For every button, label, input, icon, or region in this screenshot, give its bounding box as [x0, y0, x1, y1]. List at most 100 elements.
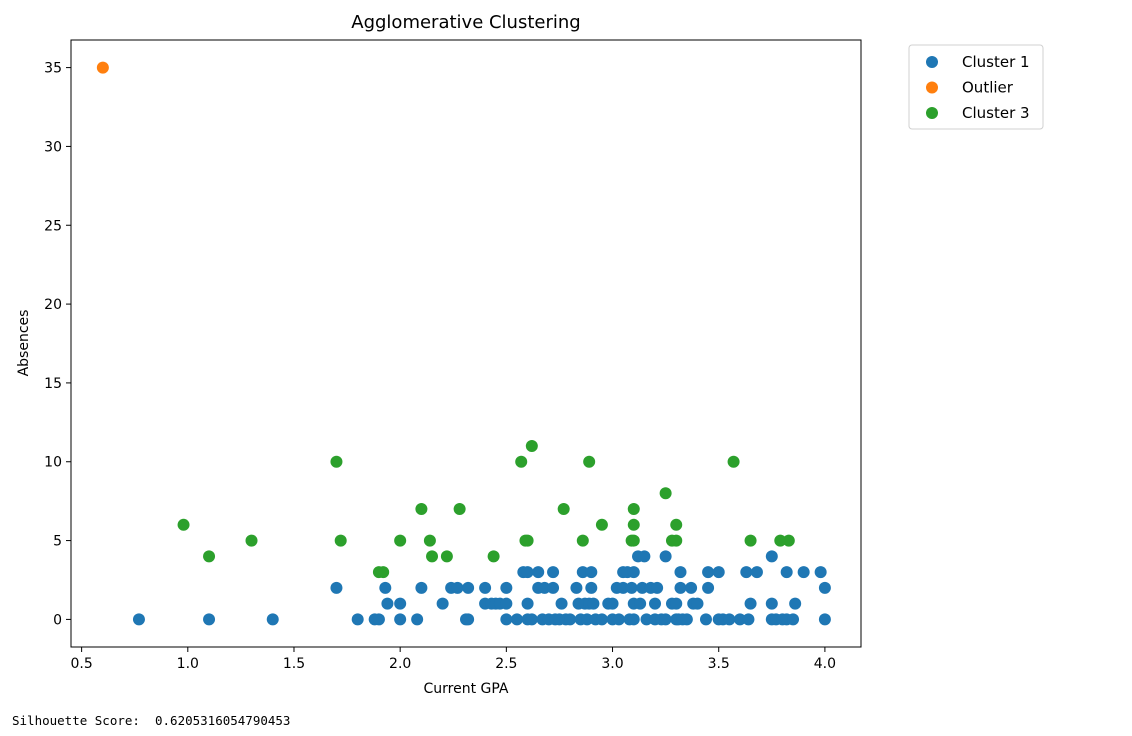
y-tick-label: 20	[44, 297, 62, 313]
cluster-1-point	[723, 613, 736, 626]
y-axis-label: Absences	[16, 310, 32, 377]
cluster-1-point	[712, 566, 725, 579]
cluster-1-point	[521, 597, 534, 610]
cluster-1-point	[538, 581, 551, 594]
cluster-1-point	[612, 613, 625, 626]
cluster-3-point	[487, 550, 500, 563]
cluster-1-point	[649, 597, 662, 610]
cluster-3-point	[440, 550, 453, 563]
cluster-3-point	[245, 534, 258, 547]
cluster-3-point	[727, 455, 740, 468]
cluster-3-point	[426, 550, 439, 563]
cluster-1-point	[765, 597, 778, 610]
cluster-1-point	[479, 581, 492, 594]
x-tick-label: 3.5	[708, 656, 730, 672]
outlier-point	[96, 61, 109, 74]
cluster-3-point	[659, 487, 672, 500]
cluster-1-point	[638, 550, 651, 563]
cluster-3-point	[453, 503, 466, 516]
cluster-1-point	[372, 613, 385, 626]
cluster-1-point	[674, 566, 687, 579]
cluster-3-point	[670, 518, 683, 531]
data-points	[96, 61, 831, 626]
cluster-1-point	[787, 613, 800, 626]
cluster-1-point	[411, 613, 424, 626]
cluster-3-point	[415, 503, 428, 516]
cluster-1-point	[415, 581, 428, 594]
cluster-1-point	[379, 581, 392, 594]
y-tick-label: 30	[44, 139, 62, 155]
cluster-1-point	[702, 581, 715, 594]
cluster-1-point	[750, 566, 763, 579]
x-tick-label: 0.5	[70, 656, 92, 672]
chart-title: Agglomerative Clustering	[351, 12, 580, 33]
cluster-1-point	[500, 597, 513, 610]
cluster-1-point	[699, 613, 712, 626]
cluster-3-point	[627, 503, 640, 516]
cluster-1-point	[625, 581, 638, 594]
cluster-1-point	[627, 566, 640, 579]
cluster-1-point	[564, 613, 577, 626]
cluster-3-point	[627, 534, 640, 547]
cluster-3-point	[782, 534, 795, 547]
cluster-1-point	[818, 613, 831, 626]
x-tick-label: 3.0	[601, 656, 623, 672]
legend-label-cluster-1: Cluster 1	[962, 53, 1030, 71]
cluster-3-point	[521, 534, 534, 547]
cluster-3-point	[557, 503, 570, 516]
cluster-1-point	[780, 566, 793, 579]
silhouette-score-output: Silhouette Score: 0.6205316054790453	[12, 713, 291, 728]
cluster-1-point	[351, 613, 364, 626]
cluster-1-point	[462, 581, 475, 594]
cluster-1-point	[570, 581, 583, 594]
cluster-1-point	[670, 597, 683, 610]
cluster-3-point	[525, 439, 538, 452]
cluster-1-point	[797, 566, 810, 579]
cluster-3-point	[583, 455, 596, 468]
cluster-1-point	[733, 613, 746, 626]
cluster-1-point	[702, 566, 715, 579]
cluster-1-point	[532, 566, 545, 579]
legend-marker-cluster-1	[926, 56, 938, 68]
cluster-1-point	[394, 597, 407, 610]
cluster-1-point	[789, 597, 802, 610]
cluster-1-point	[765, 550, 778, 563]
cluster-1-point	[525, 613, 538, 626]
x-tick-label: 1.5	[283, 656, 305, 672]
cluster-1-point	[521, 566, 534, 579]
cluster-1-point	[651, 581, 664, 594]
legend: Cluster 1 Outlier Cluster 3	[908, 44, 1044, 130]
cluster-1-point	[740, 566, 753, 579]
cluster-1-point	[462, 613, 475, 626]
cluster-1-point	[744, 597, 757, 610]
cluster-1-point	[555, 597, 568, 610]
cluster-1-point	[500, 581, 513, 594]
cluster-1-point	[576, 566, 589, 579]
cluster-3-point	[515, 455, 528, 468]
cluster-1-point	[451, 581, 464, 594]
cluster-3-point	[177, 518, 190, 531]
cluster-1-point	[742, 613, 755, 626]
plot-area-frame	[70, 39, 862, 648]
y-tick-label: 10	[44, 455, 62, 471]
cluster-1-point	[659, 613, 672, 626]
y-axis: 0 5 10 15 20 25 30 35	[44, 61, 71, 628]
cluster-3-point	[670, 534, 683, 547]
cluster-1-point	[394, 613, 407, 626]
cluster-3-point	[334, 534, 347, 547]
y-tick-label: 35	[44, 61, 62, 77]
cluster-3-point	[203, 550, 216, 563]
y-tick-label: 15	[44, 376, 62, 392]
cluster-1-point	[587, 597, 600, 610]
cluster-1-point	[634, 597, 647, 610]
cluster-1-point	[814, 566, 827, 579]
x-tick-label: 4.0	[814, 656, 836, 672]
cluster-1-point	[547, 581, 560, 594]
cluster-1-point	[595, 613, 608, 626]
cluster-3-point	[744, 534, 757, 547]
cluster-1-point	[627, 613, 640, 626]
cluster-1-point	[436, 597, 449, 610]
legend-marker-cluster-3	[926, 107, 938, 119]
legend-frame	[908, 44, 1044, 130]
cluster-1-point	[585, 566, 598, 579]
